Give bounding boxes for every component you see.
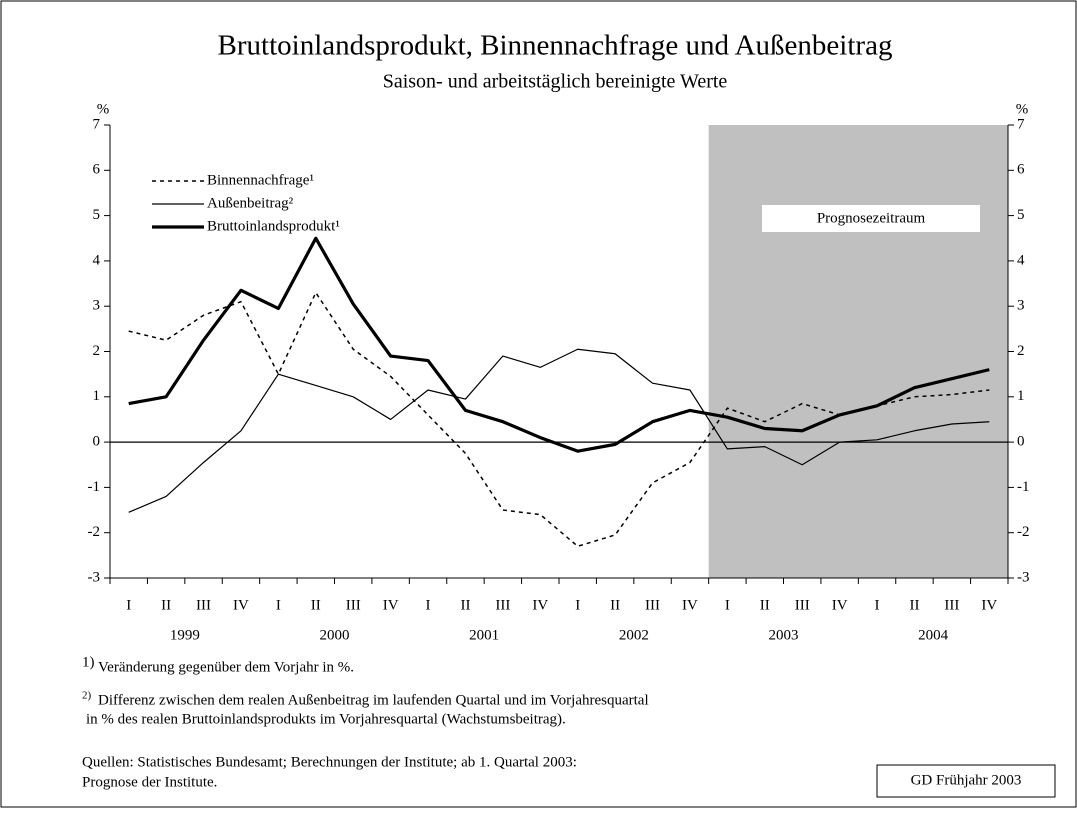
x-tick-label: IV xyxy=(383,597,399,613)
series-line xyxy=(128,236,990,453)
x-tick-label: III xyxy=(795,597,810,613)
legend-label: Bruttoinlandsprodukt¹ xyxy=(207,218,340,234)
y-tick-label: 1 xyxy=(93,388,101,404)
x-tick-label: I xyxy=(575,597,580,613)
legend-label: Außenbeitrag² xyxy=(207,195,294,211)
footnote-marker: 1) xyxy=(82,654,95,670)
year-label: 2002 xyxy=(619,627,649,643)
chart-subtitle: Saison- und arbeitstäglich bereinigte We… xyxy=(383,71,728,93)
y2-tick-label: 3 xyxy=(1017,298,1025,314)
x-tick-label: II xyxy=(909,597,919,613)
y2-tick-label: 2 xyxy=(1017,343,1025,359)
footnote: Veränderung gegenüber dem Vorjahr in %. xyxy=(98,659,354,675)
sources: Quellen: Statistisches Bundesamt; Berech… xyxy=(82,754,577,770)
year-label: 2004 xyxy=(918,627,949,643)
x-tick-label: III xyxy=(944,597,959,613)
x-tick-label: III xyxy=(495,597,510,613)
x-tick-label: II xyxy=(161,597,171,613)
y-tick-label: 7 xyxy=(93,116,101,132)
x-tick-label: IV xyxy=(682,597,698,613)
x-tick-label: I xyxy=(276,597,281,613)
x-tick-label: II xyxy=(460,597,470,613)
y-tick-label: 3 xyxy=(93,298,101,314)
legend-label: Binnennachfrage¹ xyxy=(207,172,314,188)
y2-tick-label: 6 xyxy=(1017,162,1025,178)
y2-axis-label: % xyxy=(1016,101,1029,117)
forecast-region xyxy=(708,125,1008,578)
sources: Prognose der Institute. xyxy=(82,774,217,790)
footnote: in % des realen Bruttoinlandsprodukts im… xyxy=(86,711,566,727)
x-tick-label: IV xyxy=(981,597,997,613)
badge-box xyxy=(876,764,1056,798)
x-tick-label: II xyxy=(760,597,770,613)
x-tick-label: II xyxy=(610,597,620,613)
forecast-label-box xyxy=(762,205,980,232)
y2-tick-label: 1 xyxy=(1017,388,1025,404)
y-tick-label: -1 xyxy=(88,479,101,495)
x-tick-label: I xyxy=(875,597,880,613)
x-tick-label: I xyxy=(126,597,131,613)
y2-tick-label: -1 xyxy=(1017,479,1030,495)
y2-tick-label: -2 xyxy=(1017,524,1030,540)
x-tick-label: II xyxy=(311,597,321,613)
y-tick-label: 6 xyxy=(93,162,101,178)
chart-title: Bruttoinlandsprodukt, Binnennachfrage un… xyxy=(218,30,893,62)
y-tick-label: 5 xyxy=(93,207,101,223)
year-label: 2001 xyxy=(469,627,499,643)
y2-tick-label: 5 xyxy=(1017,207,1025,223)
forecast-label: Prognosezeitraum xyxy=(817,210,926,226)
footnote-marker: 2) xyxy=(82,690,92,702)
footnote: Differenz zwischen dem realen Außenbeitr… xyxy=(98,692,649,708)
series-line xyxy=(128,348,990,513)
year-label: 2003 xyxy=(769,627,799,643)
y-axis-label: % xyxy=(97,101,110,117)
y2-tick-label: 4 xyxy=(1017,252,1025,268)
y-tick-label: -2 xyxy=(88,524,101,540)
y-tick-label: 2 xyxy=(93,343,101,359)
x-tick-label: I xyxy=(426,597,431,613)
year-label: 1999 xyxy=(170,627,200,643)
badge: GD Frühjahr 2003 xyxy=(911,772,1022,788)
y-tick-label: 0 xyxy=(93,434,101,450)
x-tick-label: IV xyxy=(233,597,249,613)
y2-tick-label: -3 xyxy=(1017,569,1030,585)
y-tick-label: 4 xyxy=(93,252,101,268)
plot: Prognosezeitraum -3 -2 -1 0 1 2 3 4 5 6 7 -3 -2 -1 0 1 2 3… xyxy=(88,116,1030,643)
y2-tick-label: 0 xyxy=(1017,434,1025,450)
x-tick-label: III xyxy=(196,597,211,613)
x-tick-label: IV xyxy=(832,597,848,613)
y-tick-label: -3 xyxy=(88,569,101,585)
x-tick-label: IV xyxy=(532,597,548,613)
x-tick-label: I xyxy=(725,597,730,613)
y2-tick-label: 7 xyxy=(1017,116,1025,132)
x-tick-label: III xyxy=(645,597,660,613)
year-label: 2000 xyxy=(320,627,350,643)
x-tick-label: III xyxy=(346,597,361,613)
